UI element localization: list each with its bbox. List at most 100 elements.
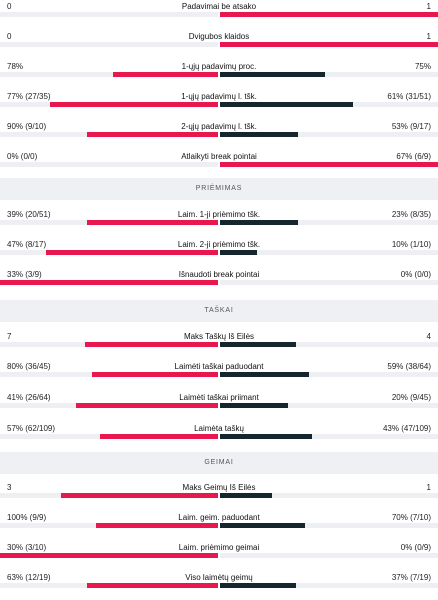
right-bar-fill — [220, 250, 257, 255]
right-value: 23% (8/35) — [391, 210, 431, 219]
right-bar-track — [220, 12, 438, 17]
left-bar-track — [0, 280, 218, 285]
stat-label: 1-ųjų padavimų proc. — [181, 62, 257, 71]
left-bar-fill — [87, 132, 218, 137]
left-bar-fill — [50, 102, 218, 107]
stat-label: Laim. 2-ji priėmimo tšk. — [177, 240, 261, 249]
section-header-points: TAŠKAI — [0, 300, 438, 322]
stat-label: Laimėti taškai priimant — [179, 393, 259, 402]
right-bar-fill — [220, 12, 438, 17]
left-bar-fill — [100, 434, 218, 439]
left-bar-fill — [46, 250, 218, 255]
right-bar-fill — [220, 434, 312, 439]
right-value: 1 — [426, 483, 431, 492]
stat-row: 0 Dvigubos klaidos 1 — [0, 32, 438, 59]
left-value: 77% (27/35) — [7, 92, 51, 101]
section-title: PRIĖMIMAS — [195, 185, 243, 192]
left-value: 7 — [7, 332, 12, 341]
left-bar-track — [0, 12, 218, 17]
left-bar-fill — [113, 72, 218, 77]
stat-row: 0% (0/0) Atlaikyti break pointai 67% (6/9) — [0, 152, 438, 179]
left-value: 80% (36/45) — [7, 362, 51, 371]
stat-row: 78% 1-ųjų padavimų proc. 75% — [0, 62, 438, 89]
left-bar-track — [0, 583, 218, 588]
right-bar-fill — [220, 102, 353, 107]
left-bar-fill — [96, 523, 218, 528]
left-bar-track — [0, 132, 218, 137]
stat-row: 57% (62/109) Laimėta taškų 43% (47/109) — [0, 424, 438, 451]
right-value: 61% (31/51) — [387, 92, 431, 101]
stat-row: 30% (3/10) Laim. priėmimo geimai 0% (0/9) — [0, 543, 438, 570]
left-bar-track — [0, 434, 218, 439]
right-bar-track — [220, 280, 438, 285]
stat-label: Padavimai be atsako — [181, 2, 257, 11]
right-bar-fill — [220, 132, 298, 137]
stat-label: Laimėta taškų — [194, 424, 244, 433]
right-bar-track — [220, 250, 438, 255]
right-bar-fill — [220, 372, 309, 377]
section-header-return: PRIĖMIMAS — [0, 178, 438, 200]
stat-label: Laim. 1-ji priėmimo tšk. — [177, 210, 261, 219]
right-value: 0% (0/9) — [400, 543, 431, 552]
right-value: 1 — [426, 2, 431, 11]
right-value: 37% (7/19) — [391, 573, 431, 582]
right-value: 67% (6/9) — [396, 152, 431, 161]
left-bar-track — [0, 493, 218, 498]
right-bar-fill — [220, 403, 288, 408]
left-value: 100% (9/9) — [7, 513, 47, 522]
left-bar-track — [0, 220, 218, 225]
right-bar-fill — [220, 523, 305, 528]
right-value: 59% (38/64) — [387, 362, 431, 371]
left-value: 0 — [7, 2, 12, 11]
right-bar-track — [220, 102, 438, 107]
right-value: 20% (9/45) — [391, 393, 431, 402]
left-value: 90% (9/10) — [7, 122, 47, 131]
right-value: 1 — [426, 32, 431, 41]
left-bar-fill — [76, 403, 218, 408]
right-bar-fill — [220, 72, 325, 77]
left-bar-fill — [87, 583, 218, 588]
right-value: 10% (1/10) — [391, 240, 431, 249]
right-bar-fill — [220, 220, 298, 225]
stat-label: 2-ųjų padavimų l. tšk. — [181, 122, 257, 131]
right-bar-track — [220, 342, 438, 347]
left-value: 3 — [7, 483, 12, 492]
left-bar-fill — [0, 280, 218, 285]
stat-row: 33% (3/9) Išnaudoti break pointai 0% (0/0) — [0, 270, 438, 297]
left-bar-fill — [61, 493, 218, 498]
right-bar-fill — [220, 493, 272, 498]
left-value: 0 — [7, 32, 12, 41]
left-bar-track — [0, 372, 218, 377]
left-value: 39% (20/51) — [7, 210, 51, 219]
left-value: 63% (12/19) — [7, 573, 51, 582]
left-bar-fill — [85, 342, 218, 347]
left-bar-track — [0, 553, 218, 558]
left-bar-track — [0, 403, 218, 408]
stat-row: 47% (8/17) Laim. 2-ji priėmimo tšk. 10% (1… — [0, 240, 438, 267]
stat-row: 7 Maks Taškų Iš Eilės 4 — [0, 332, 438, 359]
left-bar-track — [0, 42, 218, 47]
stat-label: Laim. geim. paduodant — [178, 513, 260, 522]
right-value: 0% (0/0) — [400, 270, 431, 279]
left-bar-track — [0, 72, 218, 77]
stat-row: 80% (36/45) Laimėti taškai paduodant 59% (… — [0, 362, 438, 389]
left-value: 0% (0/0) — [7, 152, 38, 161]
right-bar-fill — [220, 583, 296, 588]
right-bar-track — [220, 162, 438, 167]
left-bar-track — [0, 250, 218, 255]
stat-label: Laim. priėmimo geimai — [178, 543, 260, 552]
left-value: 57% (62/109) — [7, 424, 56, 433]
left-value: 41% (26/64) — [7, 393, 51, 402]
left-bar-fill — [92, 372, 218, 377]
right-bar-track — [220, 523, 438, 528]
right-value: 43% (47/109) — [382, 424, 431, 433]
stat-label: Atlaikyti break pointai — [181, 152, 257, 161]
stat-label: Maks Geimų Iš Eilės — [182, 483, 256, 492]
right-bar-track — [220, 220, 438, 225]
stat-row: 77% (27/35) 1-ųjų padavimų l. tšk. 61% (31… — [0, 92, 438, 119]
stat-row: 3 Maks Geimų Iš Eilės 1 — [0, 483, 438, 510]
left-value: 47% (8/17) — [7, 240, 47, 249]
left-value: 33% (3/9) — [7, 270, 42, 279]
left-value: 30% (3/10) — [7, 543, 47, 552]
right-value: 53% (9/17) — [391, 122, 431, 131]
